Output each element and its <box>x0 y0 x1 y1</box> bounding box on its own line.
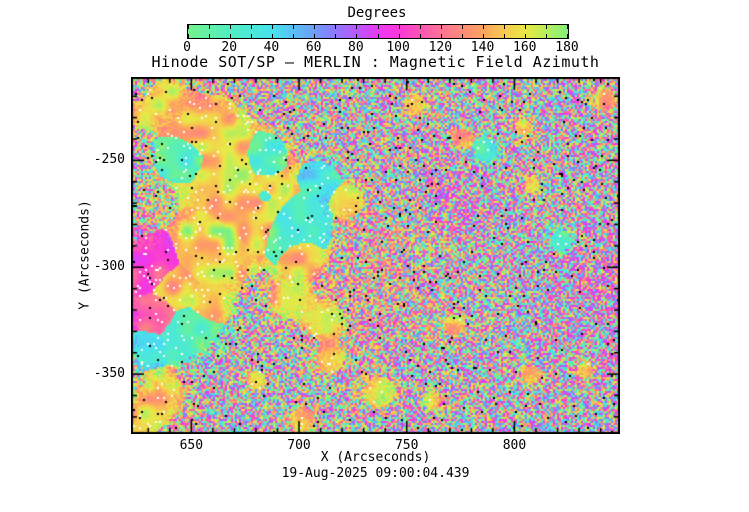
colorbar-tick <box>271 34 273 38</box>
y-axis-label: Y (Arcseconds) <box>77 200 93 310</box>
colorbar-tick <box>229 25 231 29</box>
colorbar-tick <box>271 25 273 29</box>
colorbar-tick <box>419 34 421 38</box>
colorbar-tick-label: 160 <box>513 40 537 55</box>
colorbar-tick-label: 180 <box>555 40 579 55</box>
colorbar-tick <box>398 34 400 38</box>
colorbar-tick-label: 140 <box>470 40 495 55</box>
colorbar-tick <box>567 34 568 38</box>
colorbar-tick <box>419 25 421 29</box>
colorbar-tick-label: 60 <box>305 40 322 55</box>
colorbar-tick <box>525 25 527 29</box>
colorbar-tick <box>461 34 463 38</box>
colorbar-tick <box>293 25 295 29</box>
x-tick-label: 700 <box>287 438 311 453</box>
colorbar-tick-label: 20 <box>221 40 238 55</box>
colorbar-tick-label: 0 <box>183 40 191 55</box>
colorbar-tick <box>483 25 485 29</box>
colorbar-tick <box>504 34 506 38</box>
colorbar-tick <box>461 25 463 29</box>
colorbar-tick <box>188 34 189 38</box>
colorbar-tick <box>208 34 210 38</box>
plot-title: Hinode SOT/SP — MERLIN : Magnetic Field … <box>151 53 600 71</box>
colorbar-title: Degrees <box>347 5 407 21</box>
colorbar-tick <box>335 25 337 29</box>
x-tick-label: 650 <box>179 438 204 453</box>
timestamp: 19-Aug-2025 09:00:04.439 <box>281 466 470 481</box>
colorbar-tick <box>546 25 548 29</box>
colorbar-tick <box>314 34 316 38</box>
colorbar-tick <box>567 25 568 29</box>
y-tick-label: -250 <box>93 152 125 168</box>
colorbar-tick <box>229 34 231 38</box>
colorbar-tick <box>398 25 400 29</box>
colorbar-tick <box>504 25 506 29</box>
colorbar-tick <box>250 25 252 29</box>
colorbar-tick <box>546 34 548 38</box>
colorbar-tick <box>525 34 527 38</box>
colorbar <box>187 24 569 39</box>
x-tick-label: 800 <box>502 438 527 453</box>
colorbar-tick <box>335 34 337 38</box>
colorbar-tick-label: 100 <box>386 40 410 55</box>
colorbar-tick <box>208 25 210 29</box>
colorbar-tick <box>188 25 189 29</box>
azimuth-map-canvas <box>131 77 620 434</box>
colorbar-tick-label: 80 <box>348 40 364 55</box>
colorbar-tick <box>293 34 295 38</box>
colorbar-tick <box>356 34 358 38</box>
colorbar-tick <box>440 34 442 38</box>
colorbar-tick <box>377 25 379 29</box>
colorbar-tick <box>250 34 252 38</box>
colorbar-tick-label: 120 <box>428 40 453 55</box>
y-tick-label: -350 <box>93 366 125 382</box>
x-axis-label: X (Arcseconds) <box>320 450 431 465</box>
colorbar-tick <box>356 25 358 29</box>
y-tick-label: -300 <box>93 259 125 275</box>
colorbar-tick <box>314 25 316 29</box>
x-tick-label: 750 <box>394 438 419 453</box>
colorbar-tick <box>483 34 485 38</box>
colorbar-tick <box>377 34 379 38</box>
colorbar-tick-label: 40 <box>263 40 280 55</box>
colorbar-tick <box>440 25 442 29</box>
